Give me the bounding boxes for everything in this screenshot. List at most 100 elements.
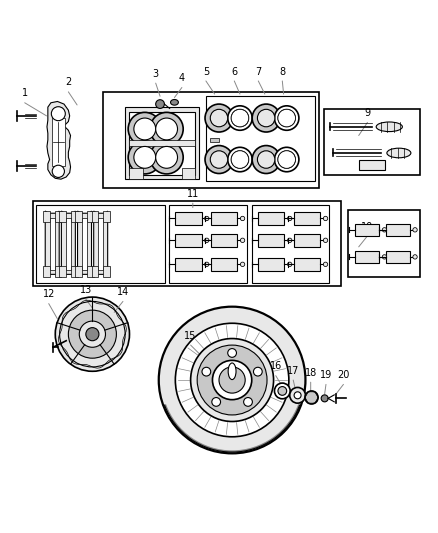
Bar [210, 138, 219, 142]
Polygon shape [82, 217, 87, 270]
Circle shape [240, 238, 245, 243]
Bar [36, 205, 165, 283]
Bar [211, 212, 237, 225]
Circle shape [382, 255, 387, 259]
Text: 4: 4 [179, 73, 185, 83]
Text: 8: 8 [279, 67, 286, 77]
Bar [258, 212, 285, 225]
Ellipse shape [387, 148, 411, 158]
Circle shape [258, 151, 275, 168]
Circle shape [205, 146, 233, 174]
Circle shape [210, 109, 228, 127]
Bar [211, 234, 237, 247]
Bar [87, 211, 94, 222]
Circle shape [228, 106, 252, 130]
Ellipse shape [228, 363, 236, 379]
Bar [175, 212, 201, 225]
Circle shape [323, 238, 328, 243]
Polygon shape [66, 217, 71, 270]
Bar [386, 251, 410, 263]
Circle shape [159, 306, 305, 454]
Bar [130, 140, 195, 146]
Circle shape [150, 141, 183, 174]
Circle shape [275, 106, 299, 130]
Bar [103, 92, 319, 188]
Circle shape [52, 165, 64, 177]
Bar [258, 234, 285, 247]
Bar [87, 265, 94, 277]
Circle shape [231, 151, 249, 168]
Circle shape [212, 398, 221, 406]
Bar [294, 234, 320, 247]
Text: 20: 20 [337, 370, 350, 380]
Text: 1: 1 [21, 88, 28, 99]
Ellipse shape [170, 100, 178, 105]
Circle shape [252, 104, 280, 132]
Text: 9: 9 [364, 108, 371, 118]
Circle shape [55, 297, 130, 372]
Circle shape [244, 398, 252, 406]
Circle shape [231, 109, 249, 127]
Bar [252, 205, 329, 283]
Polygon shape [61, 211, 75, 277]
Text: 5: 5 [203, 67, 209, 77]
Circle shape [197, 345, 267, 415]
Circle shape [278, 386, 287, 395]
Circle shape [134, 147, 155, 168]
Text: 18: 18 [304, 368, 317, 378]
Circle shape [382, 228, 387, 232]
Circle shape [323, 262, 328, 266]
Text: 6: 6 [231, 67, 237, 77]
Text: 14: 14 [117, 287, 129, 297]
Circle shape [288, 238, 292, 243]
Circle shape [202, 367, 211, 376]
Ellipse shape [376, 122, 403, 132]
Bar [175, 258, 201, 271]
Circle shape [305, 391, 318, 404]
Bar [71, 265, 78, 277]
Polygon shape [78, 211, 92, 277]
Bar [130, 111, 195, 175]
Polygon shape [47, 101, 71, 179]
Circle shape [323, 216, 328, 221]
Circle shape [86, 328, 99, 341]
Polygon shape [49, 217, 55, 270]
Bar [355, 251, 379, 263]
Bar [348, 210, 420, 277]
Circle shape [288, 262, 292, 266]
Circle shape [288, 216, 292, 221]
Bar [103, 265, 110, 277]
Circle shape [175, 323, 289, 437]
Circle shape [258, 109, 275, 127]
Circle shape [155, 147, 177, 168]
Polygon shape [98, 217, 103, 270]
Bar [294, 258, 320, 271]
Bar [33, 201, 341, 286]
Bar [130, 168, 143, 179]
Bar [55, 265, 61, 277]
Text: 12: 12 [42, 289, 55, 299]
Circle shape [290, 387, 305, 403]
Circle shape [228, 147, 252, 172]
Circle shape [228, 349, 237, 357]
Bar [59, 265, 66, 277]
Text: 15: 15 [184, 330, 197, 341]
Text: 13: 13 [80, 285, 92, 295]
Circle shape [278, 109, 295, 127]
Circle shape [252, 146, 280, 174]
Text: 16: 16 [270, 361, 282, 372]
Circle shape [205, 238, 209, 243]
Circle shape [79, 321, 106, 348]
Circle shape [212, 360, 252, 400]
Text: 7: 7 [255, 67, 261, 77]
Bar [103, 211, 110, 222]
Bar [258, 258, 285, 271]
Circle shape [278, 151, 295, 168]
Bar [294, 212, 320, 225]
Text: 2: 2 [65, 77, 71, 87]
Polygon shape [125, 107, 199, 179]
Text: 11: 11 [187, 189, 199, 199]
Bar [43, 211, 49, 222]
Bar [43, 265, 49, 277]
Circle shape [128, 112, 161, 146]
